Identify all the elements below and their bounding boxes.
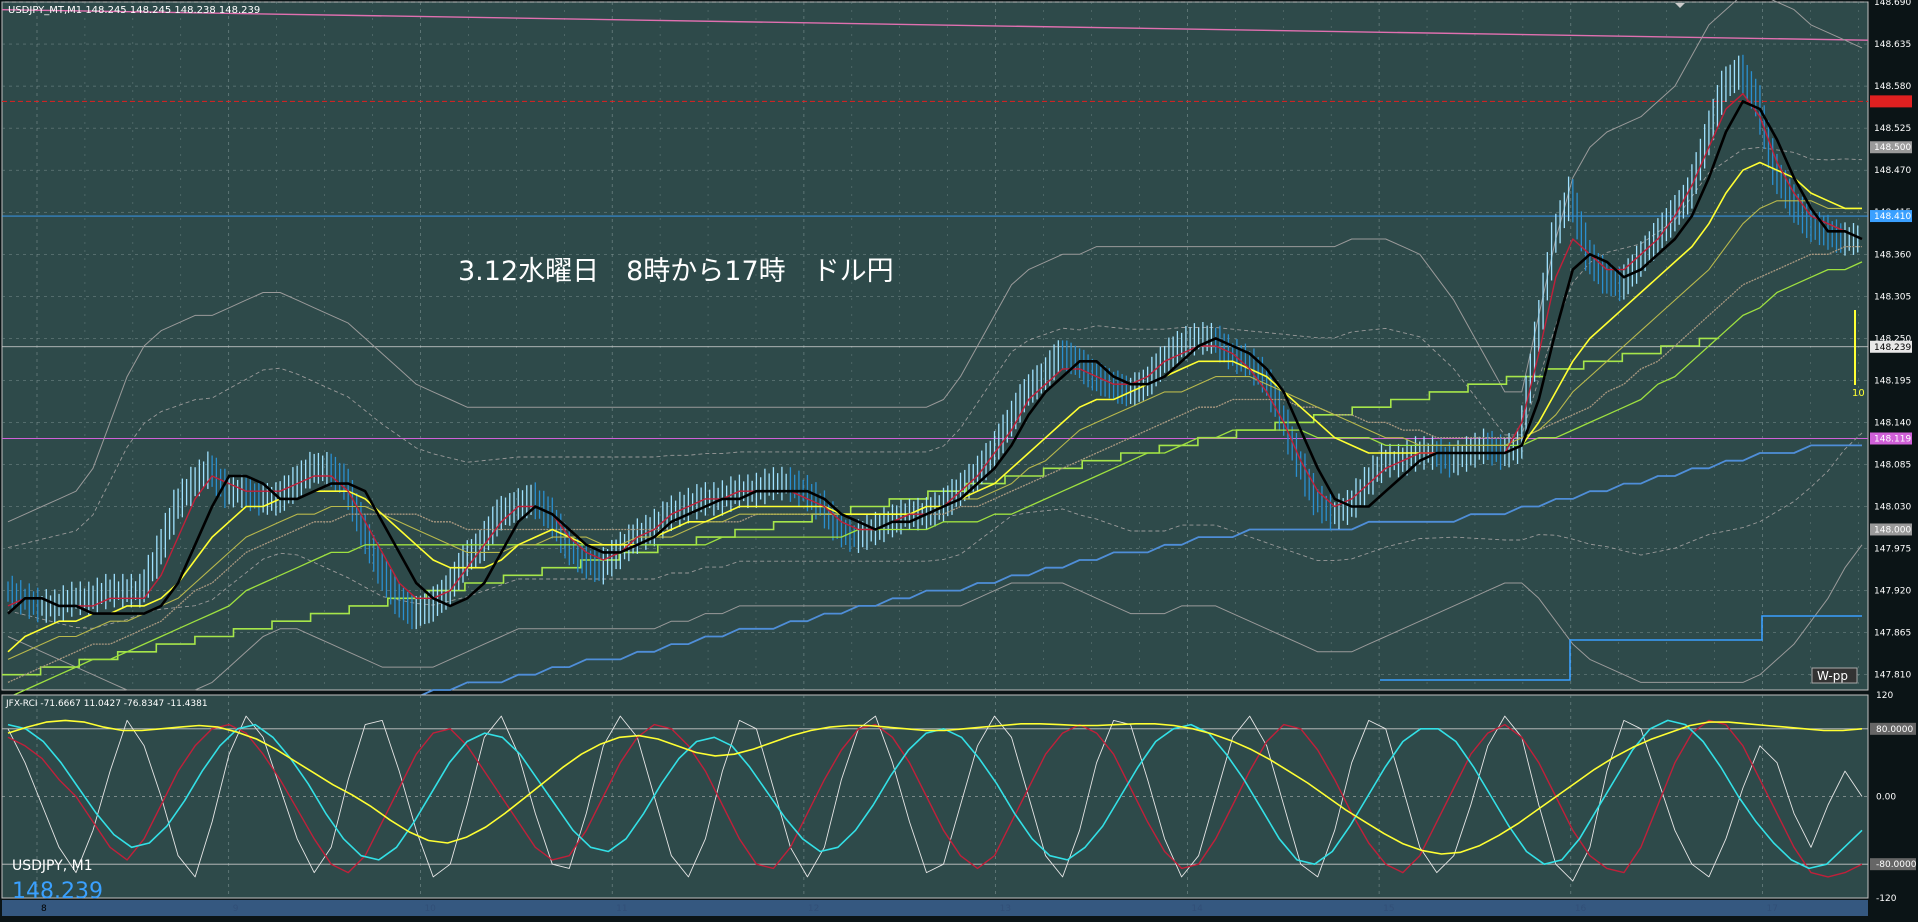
price-tick-label: 148.030 (1874, 503, 1911, 513)
pivot-step-line (2, 337, 1719, 676)
price-tag-label: 148.500 (1874, 143, 1911, 153)
price-tag-box (1870, 141, 1912, 154)
price-tick-label: 147.865 (1874, 629, 1911, 639)
rci-tick-label: -80.0000 (1876, 860, 1917, 870)
bollinger-lower-line (7, 544, 1863, 691)
price-tick-label: 147.920 (1874, 587, 1911, 597)
rci-tick-label: 0.00 (1876, 793, 1896, 803)
price-tick-label: 148.470 (1874, 166, 1911, 176)
price-tick-label: 148.250 (1874, 334, 1911, 344)
time-axis-bar (2, 900, 1868, 916)
price-tick-label: 148.140 (1874, 418, 1911, 428)
bollinger-inner-lower-line (7, 432, 1863, 629)
price-tag-box (1870, 523, 1912, 536)
rci-tick-label: -120 (1876, 894, 1897, 904)
price-tick-label: 148.580 (1874, 82, 1911, 92)
bollinger-inner-upper-line (7, 146, 1863, 549)
rci-tick-label: 80.0000 (1876, 725, 1913, 735)
price-bars (7, 54, 1859, 630)
price-tag-box (1870, 340, 1912, 353)
price-tick-label: 147.810 (1874, 671, 1911, 681)
rci-long-line (7, 719, 1863, 855)
symbol-name: USDJPY, M1 (12, 858, 93, 874)
annotation-text: 3.12水曜日 8時から17時 ドル円 (458, 256, 894, 287)
resistance-line (1, 8, 1869, 41)
rci-panel[interactable] (1, 694, 1869, 899)
ma-green-line (7, 261, 1863, 699)
ma-black-line (7, 100, 1863, 615)
price-tick-label: 147.975 (1874, 545, 1911, 555)
price-tick-label: 148.195 (1874, 376, 1911, 386)
symbol-price: 148.239 (12, 879, 103, 904)
red-price-tag (1870, 95, 1912, 108)
bar-count-label: 10 (1852, 388, 1865, 399)
price-tag-label: 148.239 (1874, 343, 1911, 353)
price-tag-label: 148.410 (1874, 212, 1911, 222)
price-tick-label: 148.635 (1874, 40, 1911, 50)
scroll-marker-icon[interactable] (1675, 3, 1685, 8)
rci-header-info: JFX-RCI -71.6667 11.0427 -76.8347 -11.43… (5, 699, 208, 709)
price-axis: 148.690 148.635 148.580 148.525 148.470 148.4… (1870, 0, 1917, 904)
chart-header-info: USDJPY_MT,M1 148.245 148.245 148.238 148… (8, 5, 260, 16)
price-tick-label: 148.690 (1874, 0, 1911, 8)
price-tag-label: 148.000 (1874, 525, 1911, 535)
wpp-label: W-pp (1817, 669, 1848, 683)
ma-tan-line (7, 245, 1862, 683)
blue-pivot-step-line (1380, 615, 1862, 681)
wpp-label-box (1811, 667, 1858, 684)
bollinger-upper-line (7, 0, 1863, 523)
rci-level-tag (1870, 858, 1916, 871)
rci-tick-label: 120 (1876, 691, 1893, 701)
price-tick-label: 148.360 (1874, 250, 1911, 260)
rci-short-line (7, 715, 1863, 882)
time-tick-label: 8 (41, 904, 47, 914)
price-tag-box (1870, 432, 1912, 445)
price-panel-background (1, 1, 1869, 691)
rci-level-tag (1870, 722, 1916, 735)
price-tag-box (1870, 210, 1912, 223)
time-axis: 910111213141516178 (2, 900, 1868, 916)
price-tick-label: 148.085 (1874, 460, 1911, 470)
price-tick-label: 148.525 (1874, 124, 1911, 134)
price-tag-label: 148.119 (1874, 434, 1911, 444)
rci-red-line (7, 719, 1863, 878)
price-tick-label: 148.305 (1874, 292, 1911, 302)
